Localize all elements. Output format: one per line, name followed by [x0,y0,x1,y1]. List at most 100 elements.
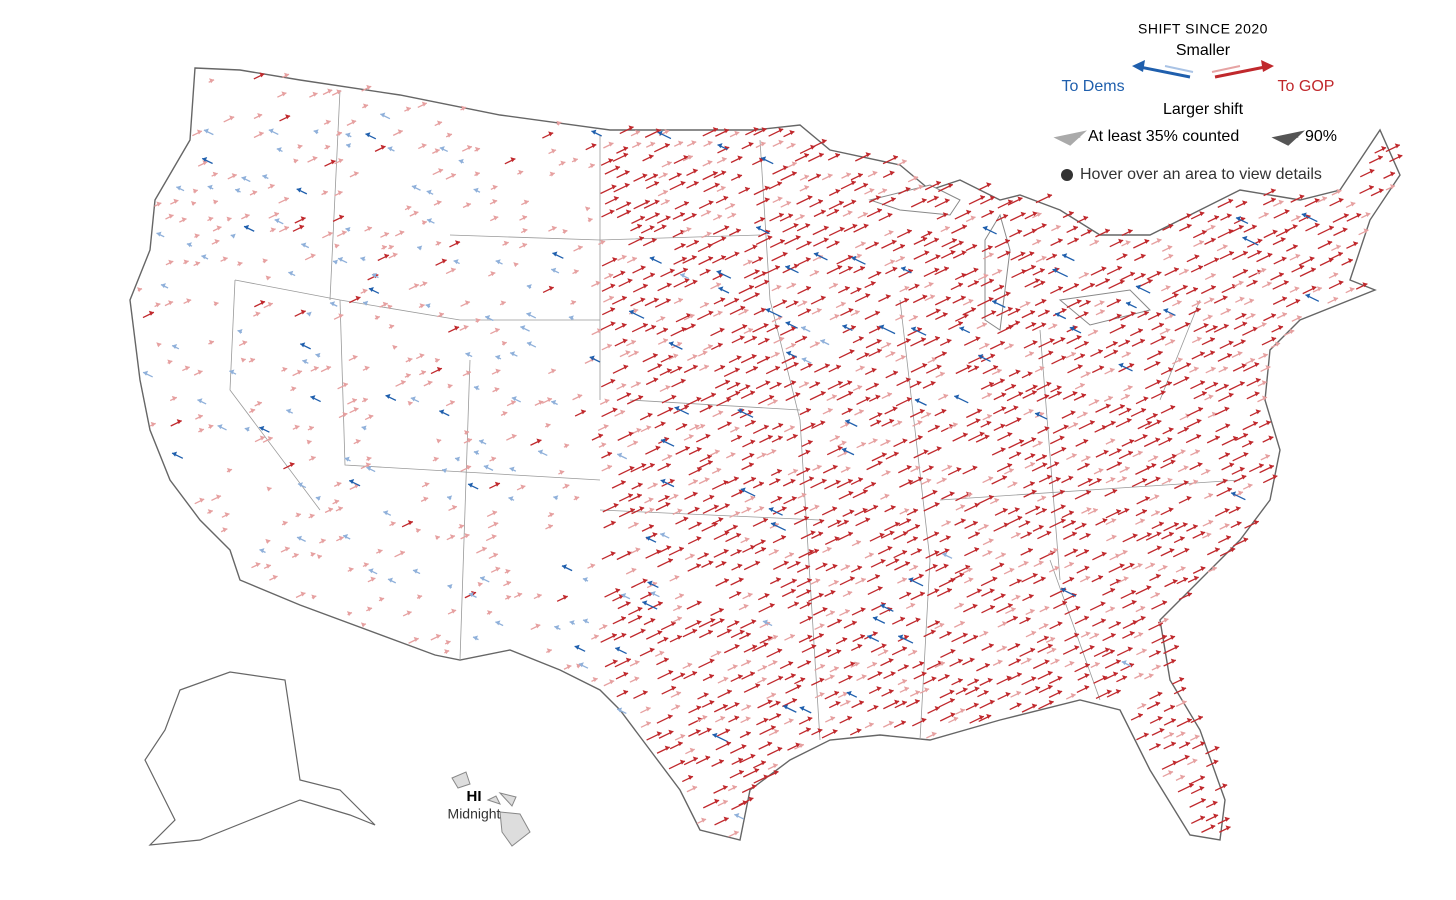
legend-35: At least 35% counted [1088,128,1239,145]
shift-arrow [1289,329,1295,335]
shift-arrow [1163,308,1169,314]
shift-arrow [846,715,852,721]
shift-arrow [1125,240,1131,246]
shift-arrow [1144,496,1150,502]
shift-arrow [325,119,331,125]
shift-arrow [633,521,639,527]
shift-arrow [824,363,830,369]
shift-arrow [282,366,288,372]
shift-arrow [454,325,460,331]
shift-arrow [1311,285,1317,291]
shift-arrow [843,519,849,525]
shift-arrow [652,482,658,488]
shift-arrow [872,504,878,510]
shift-arrow [692,756,698,762]
shift-arrow [941,408,947,414]
shift-arrow [217,424,223,430]
shift-arrow [1336,188,1342,194]
shift-arrow [810,530,816,536]
shift-arrow [710,617,716,623]
shift-arrow [886,341,892,347]
shift-arrow [719,617,725,623]
shift-arrow [405,372,411,378]
shift-arrow [867,634,873,640]
shift-arrow [737,563,743,569]
shift-arrow [1342,227,1348,233]
shift-arrow [799,214,805,220]
shift-arrow [767,699,773,705]
shift-arrow [820,420,826,426]
shift-arrow [944,673,950,679]
shift-arrow [707,159,713,165]
shift-arrow [222,527,228,533]
shift-arrow [1008,467,1014,473]
shift-arrow [495,368,501,374]
shift-arrow [921,717,927,723]
shift-arrow [617,452,623,458]
shift-arrow [1049,338,1055,344]
shift-arrow [1115,688,1121,694]
shift-arrow [312,155,318,161]
shift-arrow [623,671,629,677]
shift-arrow [723,676,729,682]
shift-arrow [972,634,978,640]
shift-arrow [956,467,962,473]
shift-arrow [677,741,683,747]
hawaii[interactable] [451,771,531,847]
shift-arrow [1105,403,1111,409]
shift-arrow [1029,251,1035,257]
shift-arrow [849,509,855,515]
shift-arrow [957,677,963,683]
shift-arrow [447,583,453,589]
shift-arrow [621,322,627,328]
shift-arrow [1182,576,1188,582]
shift-arrow [991,309,997,315]
shift-arrow [1031,676,1037,682]
shift-arrow [876,419,882,425]
shift-arrow [823,237,829,243]
shift-arrow [1137,712,1143,718]
shift-arrow [1197,461,1203,467]
alaska[interactable] [144,671,376,846]
shift-arrow [473,450,479,456]
shift-arrow [648,154,654,160]
shift-arrow [344,456,350,462]
shift-arrow [914,283,920,289]
shift-arrow [1029,481,1035,487]
shift-arrow [696,600,702,606]
shift-arrow [1010,606,1016,612]
shift-arrow [270,227,276,233]
shift-arrow [1044,605,1050,611]
shift-arrow [652,173,658,179]
shift-arrow [442,468,448,474]
shift-arrow [1147,278,1153,284]
shift-arrow [268,128,274,134]
shift-arrow [707,404,713,410]
shift-arrow [960,504,966,510]
shift-arrow [150,421,156,427]
shift-arrow [687,774,693,780]
shift-arrow [506,594,512,600]
shift-arrow [1206,532,1212,538]
shift-arrow [546,397,552,403]
shift-arrow [683,516,689,522]
shift-arrow [724,530,730,536]
shift-arrow [915,617,921,623]
shift-arrow [1256,249,1262,255]
shift-arrow [266,486,272,492]
shift-arrow [774,324,780,330]
shift-arrow [718,516,724,522]
shift-arrow [902,530,908,536]
shift-arrow [465,370,471,376]
shift-arrow [625,350,631,356]
shift-arrow [1120,324,1126,330]
shift-arrow [654,199,660,205]
shift-arrow [1124,466,1130,472]
shift-arrow [1162,564,1168,570]
shift-arrow [680,672,686,678]
shift-arrow [806,308,812,314]
shift-arrow [1039,411,1045,417]
shift-arrow [1257,238,1263,244]
shift-arrow [612,407,618,413]
shift-arrow [722,784,728,790]
